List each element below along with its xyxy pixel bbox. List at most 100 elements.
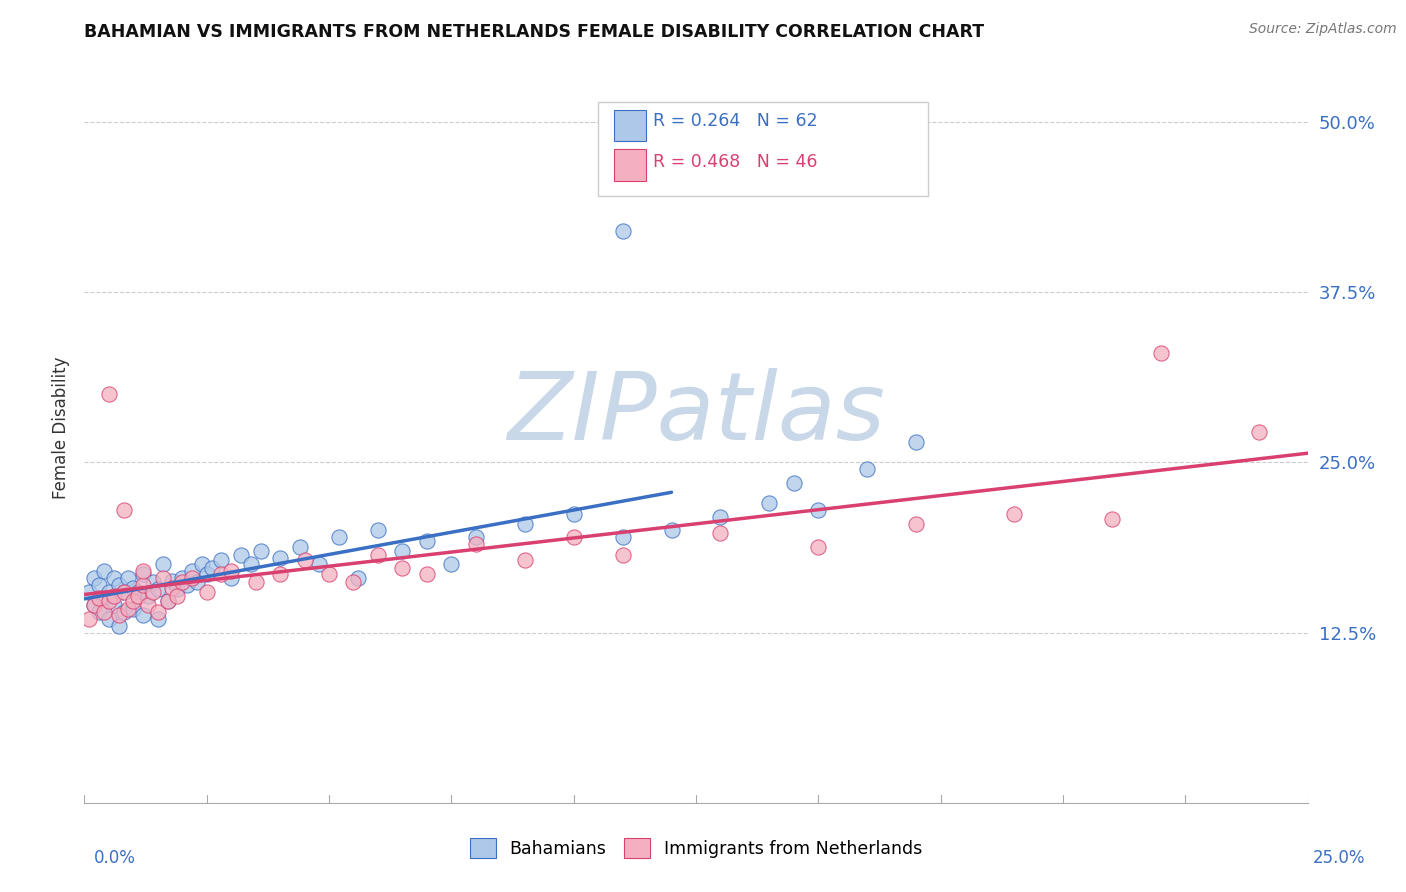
Point: [127, 584, 149, 599]
Point: [249, 543, 271, 558]
Point: [416, 534, 439, 549]
Point: [181, 571, 204, 585]
Point: [758, 496, 780, 510]
Point: [122, 581, 145, 595]
Point: [807, 540, 830, 554]
Point: [112, 584, 135, 599]
Point: [77, 584, 100, 599]
Point: [513, 516, 536, 531]
Point: [269, 550, 291, 565]
Point: [612, 548, 634, 562]
Point: [132, 564, 155, 578]
Point: [112, 503, 135, 517]
Point: [562, 530, 585, 544]
Point: [162, 574, 184, 588]
Point: [1002, 507, 1025, 521]
Point: [93, 605, 115, 619]
Point: [239, 558, 262, 572]
FancyBboxPatch shape: [614, 110, 645, 141]
Point: [661, 524, 683, 538]
Point: [103, 571, 125, 585]
Point: [83, 599, 105, 613]
Point: [166, 589, 188, 603]
Point: [127, 589, 149, 603]
Point: [146, 612, 169, 626]
Point: [709, 526, 731, 541]
Point: [83, 599, 105, 613]
Point: [87, 578, 110, 592]
Point: [132, 566, 155, 581]
Point: [87, 605, 110, 619]
Point: [1247, 425, 1270, 440]
Point: [209, 553, 232, 567]
Point: [288, 540, 311, 554]
Point: [219, 571, 242, 585]
Point: [172, 571, 194, 585]
Point: [136, 599, 159, 613]
Point: [132, 578, 155, 592]
Point: [112, 584, 135, 599]
Point: [122, 602, 145, 616]
Point: [122, 594, 145, 608]
Point: [856, 462, 879, 476]
Point: [200, 561, 222, 575]
Point: [328, 530, 350, 544]
Point: [142, 575, 165, 590]
Point: [93, 591, 115, 606]
Point: [132, 607, 155, 622]
Text: BAHAMIAN VS IMMIGRANTS FROM NETHERLANDS FEMALE DISABILITY CORRELATION CHART: BAHAMIAN VS IMMIGRANTS FROM NETHERLANDS …: [84, 23, 984, 41]
Point: [905, 516, 928, 531]
Point: [367, 524, 389, 538]
Point: [103, 599, 125, 613]
Point: [513, 553, 536, 567]
Point: [176, 578, 198, 592]
Point: [294, 553, 316, 567]
Point: [612, 224, 634, 238]
Point: [166, 582, 188, 596]
Point: [905, 434, 928, 449]
Y-axis label: Female Disability: Female Disability: [52, 357, 70, 500]
Point: [269, 566, 291, 581]
Point: [464, 530, 486, 544]
Point: [146, 582, 169, 596]
Point: [709, 509, 731, 524]
Point: [107, 578, 129, 592]
Text: ZIPatlas: ZIPatlas: [508, 368, 884, 458]
Point: [136, 589, 159, 603]
Point: [186, 575, 208, 590]
Point: [156, 594, 179, 608]
Point: [562, 507, 585, 521]
Point: [783, 475, 806, 490]
Point: [342, 575, 364, 590]
Point: [152, 571, 174, 585]
Point: [112, 605, 135, 619]
Point: [318, 566, 340, 581]
Point: [612, 530, 634, 544]
Point: [209, 566, 232, 581]
Point: [93, 564, 115, 578]
Point: [464, 537, 486, 551]
Text: 0.0%: 0.0%: [94, 849, 136, 867]
Text: R = 0.468   N = 46: R = 0.468 N = 46: [654, 153, 818, 171]
Point: [97, 387, 120, 401]
Point: [146, 605, 169, 619]
Point: [807, 503, 830, 517]
Point: [117, 602, 139, 616]
Point: [77, 612, 100, 626]
Point: [195, 584, 218, 599]
Text: Source: ZipAtlas.com: Source: ZipAtlas.com: [1249, 22, 1396, 37]
Point: [97, 584, 120, 599]
Point: [156, 594, 179, 608]
Text: R = 0.264   N = 62: R = 0.264 N = 62: [654, 112, 818, 130]
Point: [367, 548, 389, 562]
Point: [181, 564, 204, 578]
Point: [308, 558, 330, 572]
Point: [1150, 346, 1173, 360]
Point: [117, 571, 139, 585]
Point: [87, 591, 110, 606]
Point: [152, 558, 174, 572]
Point: [391, 561, 413, 575]
FancyBboxPatch shape: [598, 103, 928, 196]
Point: [97, 594, 120, 608]
Point: [162, 581, 184, 595]
